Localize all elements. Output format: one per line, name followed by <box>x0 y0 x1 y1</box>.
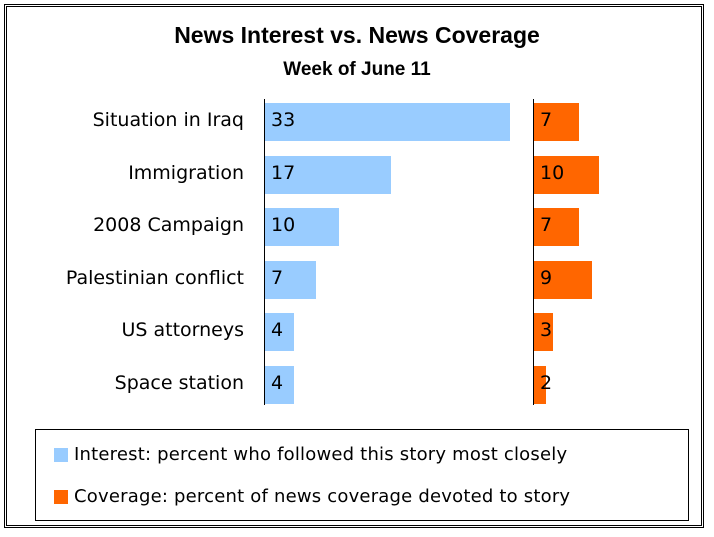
category-label-2008-campaign: 2008 Campaign <box>93 214 244 236</box>
interest-value-label-situation-in-iraq: 33 <box>271 109 296 131</box>
interest-bar-palestinian-conflict <box>264 260 317 299</box>
interest-value-label-palestinian-conflict: 7 <box>271 266 284 289</box>
interest-bar-situation-in-iraq <box>264 103 510 141</box>
coverage-value-label-2008-campaign: 7 <box>540 214 553 236</box>
coverage-bar-2008-campaign <box>533 208 580 246</box>
coverage-value-label-space-station: 2 <box>540 371 553 394</box>
interest-value-label-immigration: 17 <box>271 161 296 184</box>
legend: Interest: percent who followed this stor… <box>35 429 689 521</box>
category-label-us-attorneys: US attorneys <box>121 319 244 341</box>
interest-bar-2008-campaign <box>264 208 339 246</box>
interest-bar-us-attorneys <box>264 313 294 351</box>
legend-label-interest: Interest: percent who followed this stor… <box>74 444 568 465</box>
interest-bar-space-station <box>264 365 294 404</box>
legend-swatch-coverage <box>54 489 68 504</box>
category-label-space-station: Space station <box>114 371 244 394</box>
coverage-bar-us-attorneys <box>533 313 553 351</box>
interest-axis-line <box>264 99 265 405</box>
coverage-value-label-immigration: 10 <box>540 161 565 184</box>
coverage-bar-space-station <box>533 365 547 404</box>
legend-item-coverage: Coverage: percent of news coverage devot… <box>54 486 570 507</box>
coverage-bar-situation-in-iraq <box>533 103 580 141</box>
coverage-value-label-situation-in-iraq: 7 <box>540 109 553 131</box>
interest-bar-immigration <box>264 155 391 194</box>
coverage-value-label-palestinian-conflict: 9 <box>540 266 553 289</box>
coverage-axis-line <box>533 99 534 405</box>
coverage-bar-palestinian-conflict <box>533 260 593 299</box>
interest-value-label-2008-campaign: 10 <box>271 214 296 236</box>
category-label-immigration: Immigration <box>128 161 244 184</box>
legend-label-coverage: Coverage: percent of news coverage devot… <box>74 486 571 507</box>
legend-item-interest: Interest: percent who followed this stor… <box>54 444 567 465</box>
legend-swatch-interest <box>54 447 68 462</box>
coverage-value-label-us-attorneys: 3 <box>540 319 553 341</box>
category-label-situation-in-iraq: Situation in Iraq <box>92 109 244 131</box>
interest-value-label-us-attorneys: 4 <box>271 319 284 341</box>
category-label-palestinian-conflict: Palestinian conflict <box>65 266 244 289</box>
coverage-bar-immigration <box>533 155 599 194</box>
chart-subtitle: Week of June 11 <box>283 59 431 80</box>
chart-title: News Interest vs. News Coverage <box>174 22 540 48</box>
interest-value-label-space-station: 4 <box>271 371 284 394</box>
